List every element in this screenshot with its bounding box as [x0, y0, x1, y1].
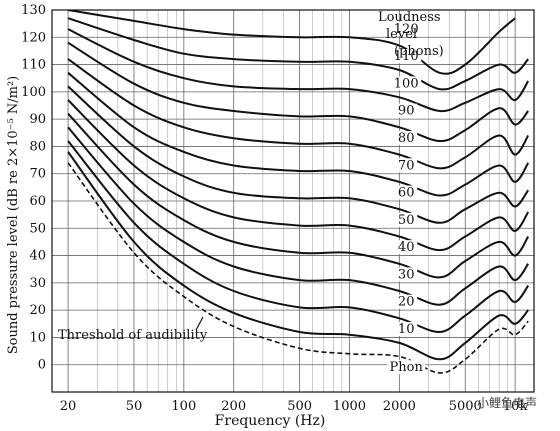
curve-label-bg: [395, 240, 418, 255]
curve-label-60: 60: [398, 186, 415, 201]
loudness-curve-50: [67, 99, 530, 252]
curve-label-120: 120: [394, 22, 419, 37]
y-tick-label: 80: [29, 139, 46, 154]
loudness-curve-80: [67, 58, 530, 170]
y-tick-label: 110: [21, 58, 46, 73]
axis-ticks: 0 10 20 30 40 50 60 70 80 90 100 110 120 130 20 50 100 20…: [21, 3, 527, 414]
x-tick-label: 20: [60, 399, 77, 414]
x-tick-label: 10k: [503, 399, 528, 414]
y-tick-label: 50: [29, 221, 46, 236]
threshold-pointer: [195, 316, 204, 331]
loudness-curve-90: [67, 41, 529, 143]
curve-label-bg: [395, 185, 418, 200]
threshold-curve: [67, 162, 529, 374]
plot-frame: [51, 9, 535, 393]
threshold-label: Threshold of audibility: [58, 328, 208, 343]
loudness-curve-20: [67, 140, 530, 334]
curve-label-bg: [391, 49, 422, 64]
curve-label-40: 40: [398, 240, 415, 255]
curve-label-50: 50: [398, 213, 415, 228]
x-tick-label: 500: [287, 399, 312, 414]
y-tick-label: 40: [29, 249, 46, 264]
y-tick-label: 10: [29, 330, 46, 345]
x-tick-label: 50: [126, 399, 143, 414]
y-tick-label: 100: [21, 85, 46, 100]
curve-label-bg: [395, 212, 418, 227]
curve-label-70: 70: [398, 158, 415, 173]
curve-label-80: 80: [398, 131, 415, 146]
loudness-curve-110: [67, 17, 529, 91]
curve-label-30: 30: [398, 267, 415, 282]
legend-title-line-3: (phons): [394, 44, 444, 59]
curve-labels: 120 110 100 90 80 70 60 50 40 30 20 10 Phon: [387, 21, 426, 375]
curve-label-bg: [395, 267, 418, 282]
curve-label-10: 10: [398, 322, 415, 337]
curve-label-20: 20: [398, 295, 415, 310]
watermark: 小鲤鱼电声: [477, 396, 537, 410]
curve-label-bg: [391, 21, 422, 36]
loudness-curve-30: [67, 126, 530, 306]
y-tick-label: 70: [29, 167, 46, 182]
curve-label-bg: [395, 130, 418, 145]
x-tick-label: 2000: [383, 399, 416, 414]
loudness-curve-100: [67, 28, 530, 113]
x-tick-label: 200: [221, 399, 246, 414]
x-tick-label: 5000: [449, 399, 482, 414]
y-tick-label: 120: [21, 30, 46, 45]
curve-label-bg: [387, 360, 426, 375]
legend-title-line-1: Loudness: [378, 10, 441, 25]
curve-group: [67, 10, 530, 374]
curve-label-phon: Phon: [390, 360, 424, 375]
y-tick-label: 130: [21, 3, 46, 18]
curve-label-bg: [395, 321, 418, 336]
loudness-curves: [67, 10, 530, 374]
curve-label-bg: [395, 294, 418, 309]
curve-label-bg: [395, 103, 418, 118]
y-tick-label: 30: [29, 276, 46, 291]
curve-label-100: 100: [394, 76, 419, 91]
loudness-curve-10: [67, 151, 529, 361]
loudness-curve-120: [67, 10, 516, 75]
curve-label-bg: [391, 76, 422, 91]
grid: [52, 9, 534, 393]
curve-label-90: 90: [398, 104, 415, 119]
loudness-curve-60: [67, 85, 530, 224]
x-tick-label: 100: [171, 399, 196, 414]
y-tick-label: 90: [29, 112, 46, 127]
loudness-curve-70: [67, 72, 530, 197]
y-tick-label: 0: [38, 358, 46, 373]
curve-label-110: 110: [394, 49, 419, 64]
x-axis-label: Frequency (Hz): [215, 413, 326, 429]
legend-title-line-2: level: [386, 27, 417, 42]
y-axis-label: Sound pressure level (dB re 2×10⁻⁵ N/m²): [6, 76, 21, 355]
loudness-curve-40: [67, 113, 530, 279]
x-tick-label: 1000: [333, 399, 366, 414]
curve-label-bg: [395, 158, 418, 173]
legend-title: Loudness level (phons): [378, 10, 444, 59]
y-tick-label: 60: [29, 194, 46, 209]
y-tick-label: 20: [29, 303, 46, 318]
